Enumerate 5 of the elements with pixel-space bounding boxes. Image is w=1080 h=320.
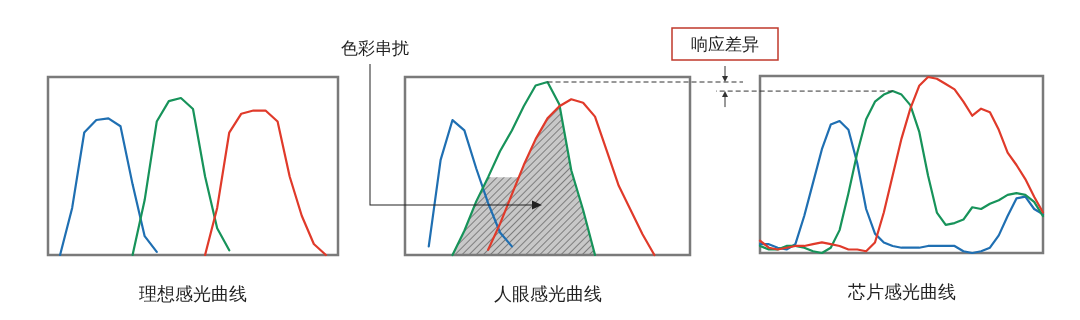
text: 色彩串扰 bbox=[341, 38, 409, 58]
x-axis-title: 人眼感光曲线 bbox=[493, 283, 602, 304]
x-axis-title: 理想感光曲线 bbox=[139, 283, 247, 304]
x-axis-title: 芯片感光曲线 bbox=[846, 281, 956, 302]
text: 响应差异 bbox=[691, 34, 759, 54]
